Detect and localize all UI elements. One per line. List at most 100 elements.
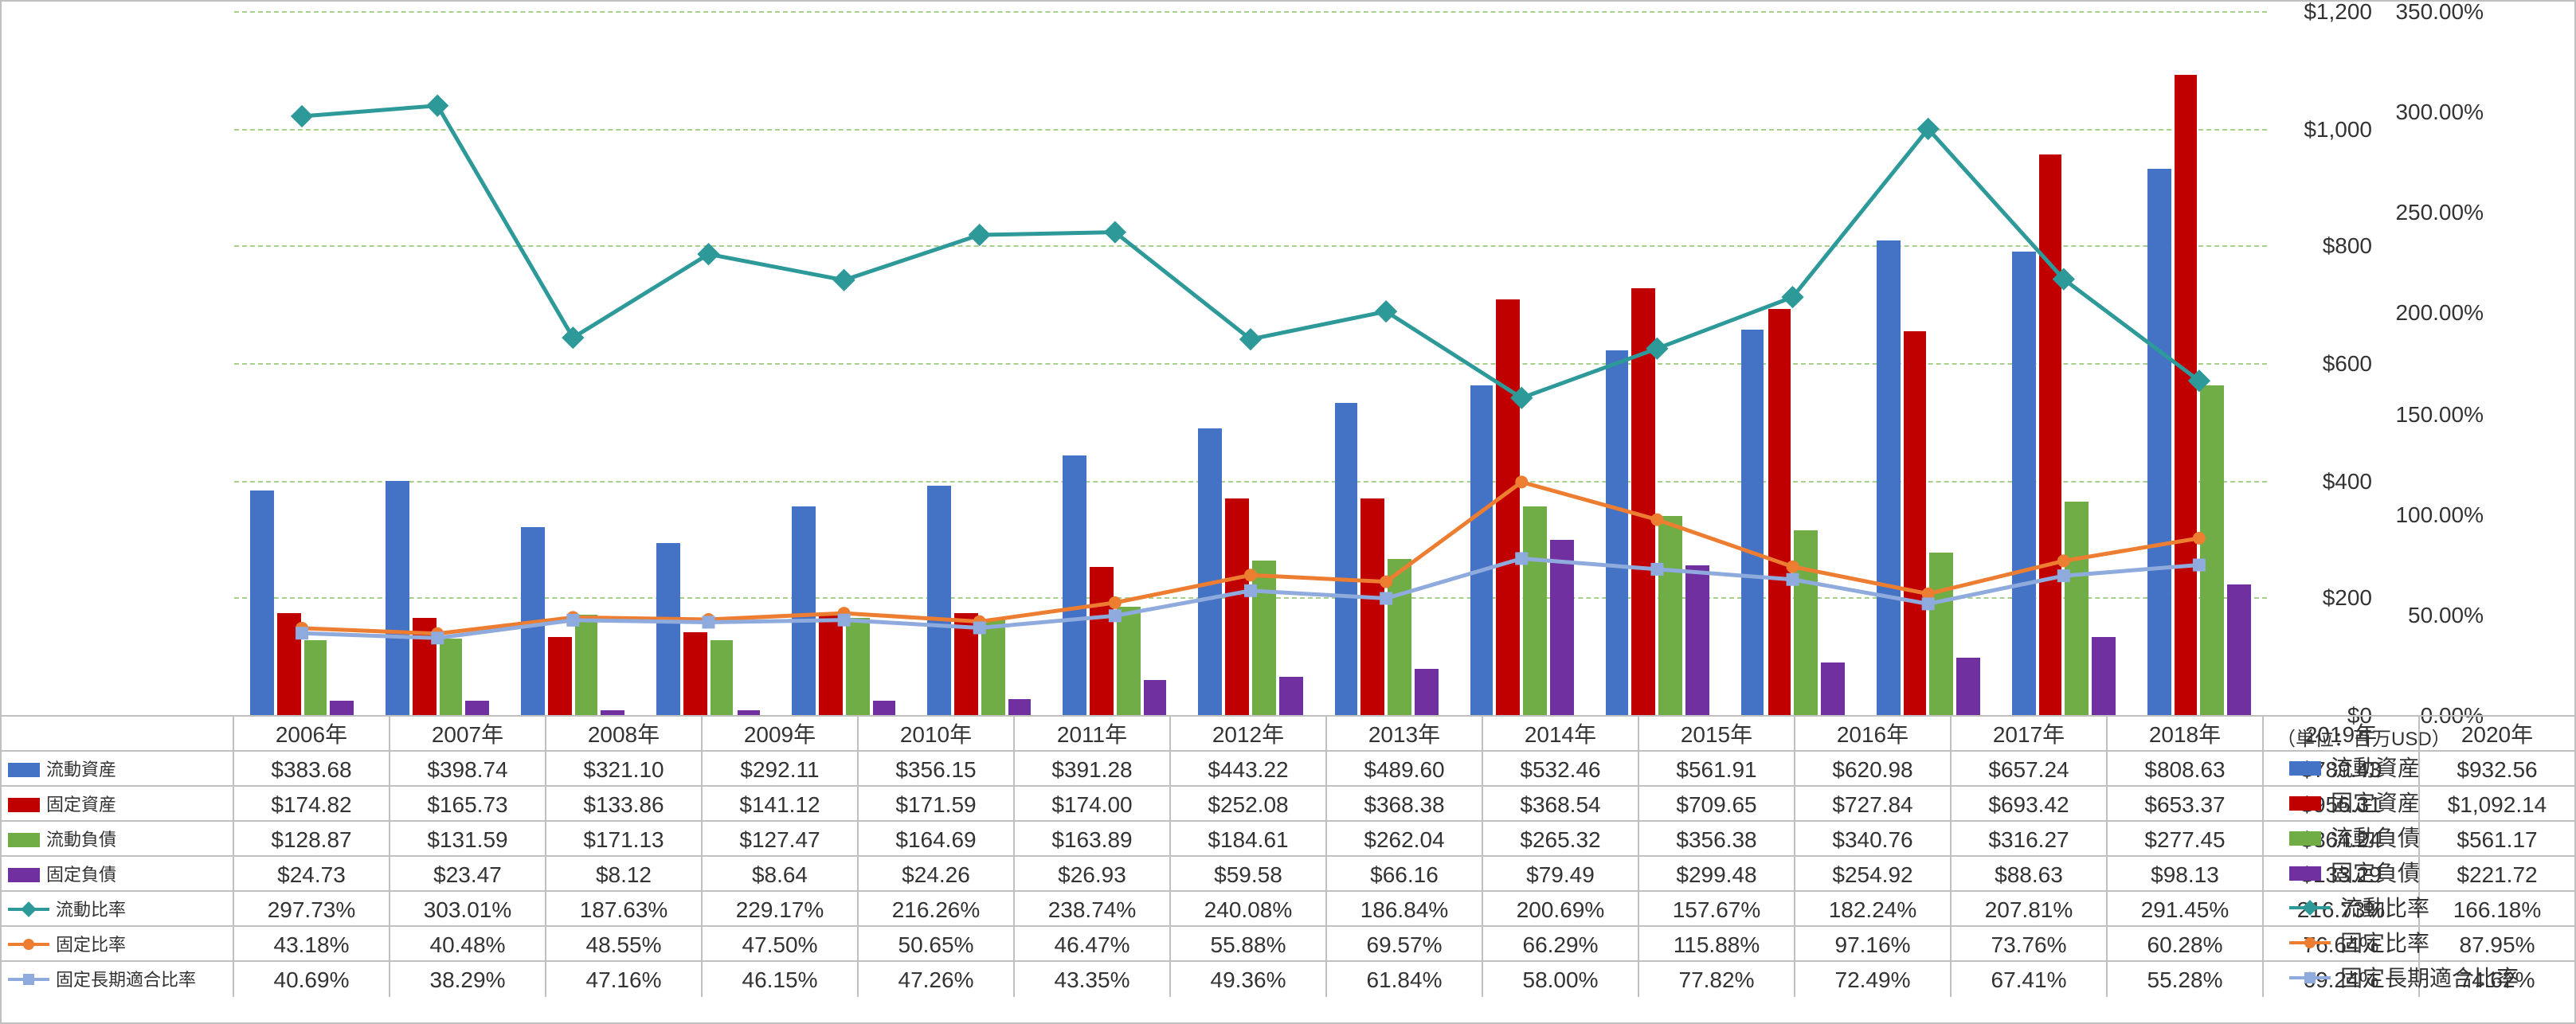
marker-l3 — [2057, 569, 2070, 582]
marker-l3 — [1922, 597, 1935, 610]
legend-label: 流動負債 — [2331, 822, 2420, 854]
cell: $171.59 — [859, 787, 1015, 822]
marker-l3 — [296, 627, 308, 639]
legend-item-l3: 固定長期適合比率 — [2289, 960, 2519, 995]
y-left-tick: $600 — [2323, 350, 2372, 376]
row-header-s3: 流動負債 — [2, 822, 234, 857]
row-label: 固定負債 — [46, 862, 116, 887]
y-left-tick: $1,200 — [2304, 0, 2372, 24]
legend-bar-icon — [8, 762, 40, 776]
cell: 60.28% — [2108, 927, 2264, 962]
cell: $727.84 — [1795, 787, 1952, 822]
cell: 66.29% — [1483, 927, 1639, 962]
legend-bar-icon — [8, 832, 40, 846]
cell: 291.45% — [2108, 892, 2264, 927]
cell: 207.81% — [1952, 892, 2108, 927]
cell: $133.86 — [546, 787, 703, 822]
legend-bar-icon — [2289, 795, 2321, 810]
legend-line-icon — [8, 978, 49, 981]
cell: 115.88% — [1639, 927, 1795, 962]
cell: $171.13 — [546, 822, 703, 857]
cell: $23.47 — [390, 857, 546, 892]
category-header: 2010年 — [859, 717, 1015, 752]
marker-l3 — [1109, 609, 1122, 622]
marker-l3 — [973, 622, 986, 635]
table-row-l1: 流動比率297.73%303.01%187.63%229.17%216.26%2… — [2, 890, 2574, 927]
cell: $383.68 — [234, 752, 390, 787]
legend-label: 固定比率 — [2340, 927, 2429, 959]
table-row-l3: 固定長期適合比率40.69%38.29%47.16%46.15%47.26%43… — [2, 960, 2574, 997]
cell: $24.73 — [234, 857, 390, 892]
lines-layer — [234, 11, 2267, 715]
marker-l2 — [1650, 514, 1663, 526]
cell: $141.12 — [703, 787, 859, 822]
category-header: 2012年 — [1171, 717, 1327, 752]
row-header-l3: 固定長期適合比率 — [2, 962, 234, 997]
cell: 72.49% — [1795, 962, 1952, 997]
marker-l2 — [2193, 532, 2206, 545]
cell: $299.48 — [1639, 857, 1795, 892]
category-header: 2017年 — [1952, 717, 2108, 752]
row-header-s1: 流動資産 — [2, 752, 234, 787]
y-left-tick: $1,000 — [2304, 115, 2372, 141]
blank-head — [2, 717, 234, 752]
cell: $79.49 — [1483, 857, 1639, 892]
cell: 55.88% — [1171, 927, 1327, 962]
cell: 182.24% — [1795, 892, 1952, 927]
cell: $127.47 — [703, 822, 859, 857]
cell: 47.16% — [546, 962, 703, 997]
table-row-l2: 固定比率43.18%40.48%48.55%47.50%50.65%46.47%… — [2, 925, 2574, 962]
cell: 47.26% — [859, 962, 1015, 997]
cell: $252.08 — [1171, 787, 1327, 822]
cell: $532.46 — [1483, 752, 1639, 787]
legend-label: 固定資産 — [2331, 787, 2420, 819]
marker-l3 — [431, 631, 444, 644]
cell: $131.59 — [390, 822, 546, 857]
marker-l2 — [2057, 554, 2070, 567]
y-right-tick: 350.00% — [2395, 0, 2484, 24]
cell: $561.91 — [1639, 752, 1795, 787]
y-right-tick: 250.00% — [2395, 200, 2484, 225]
cell: $174.00 — [1015, 787, 1171, 822]
cell: 67.41% — [1952, 962, 2108, 997]
cell: 229.17% — [703, 892, 859, 927]
cell: 187.63% — [546, 892, 703, 927]
marker-l2 — [1244, 569, 1257, 581]
category-header: 2006年 — [234, 717, 390, 752]
legend-right: 流動資産固定資産流動負債固定負債流動比率固定比率固定長期適合比率 — [2289, 750, 2519, 995]
cell: $174.82 — [234, 787, 390, 822]
legend-line-icon — [2289, 976, 2331, 979]
cell: 77.82% — [1639, 962, 1795, 997]
cell: $443.22 — [1171, 752, 1327, 787]
cell: $254.92 — [1795, 857, 1952, 892]
cell: 46.47% — [1015, 927, 1171, 962]
marker-l1 — [426, 95, 448, 117]
marker-l3 — [1515, 552, 1528, 565]
legend-line-icon — [8, 943, 49, 946]
cell: $184.61 — [1171, 822, 1327, 857]
cell: $66.16 — [1327, 857, 1483, 892]
marker-l1 — [832, 269, 855, 291]
cell: 186.84% — [1327, 892, 1483, 927]
legend-bar-icon — [8, 867, 40, 881]
cell: $262.04 — [1327, 822, 1483, 857]
cell: 97.16% — [1795, 927, 1952, 962]
marker-l3 — [2193, 559, 2206, 572]
category-header: 2007年 — [390, 717, 546, 752]
y-left-tick: $800 — [2323, 233, 2372, 259]
cell: $164.69 — [859, 822, 1015, 857]
category-header: 2019年 — [2264, 717, 2420, 752]
legend-item-s1: 流動資産 — [2289, 750, 2519, 785]
legend-line-icon — [8, 908, 49, 911]
cell: $277.45 — [2108, 822, 2264, 857]
cell: $163.89 — [1015, 822, 1171, 857]
y-right-tick: 300.00% — [2395, 99, 2484, 124]
cell: $398.74 — [390, 752, 546, 787]
cell: $321.10 — [546, 752, 703, 787]
legend-item-l2: 固定比率 — [2289, 925, 2519, 960]
cell: 61.84% — [1327, 962, 1483, 997]
legend-label: 固定長期適合比率 — [2340, 962, 2519, 994]
category-header: 2013年 — [1327, 717, 1483, 752]
category-header: 2009年 — [703, 717, 859, 752]
table-header-row: 2006年2007年2008年2009年2010年2011年2012年2013年… — [2, 715, 2574, 752]
